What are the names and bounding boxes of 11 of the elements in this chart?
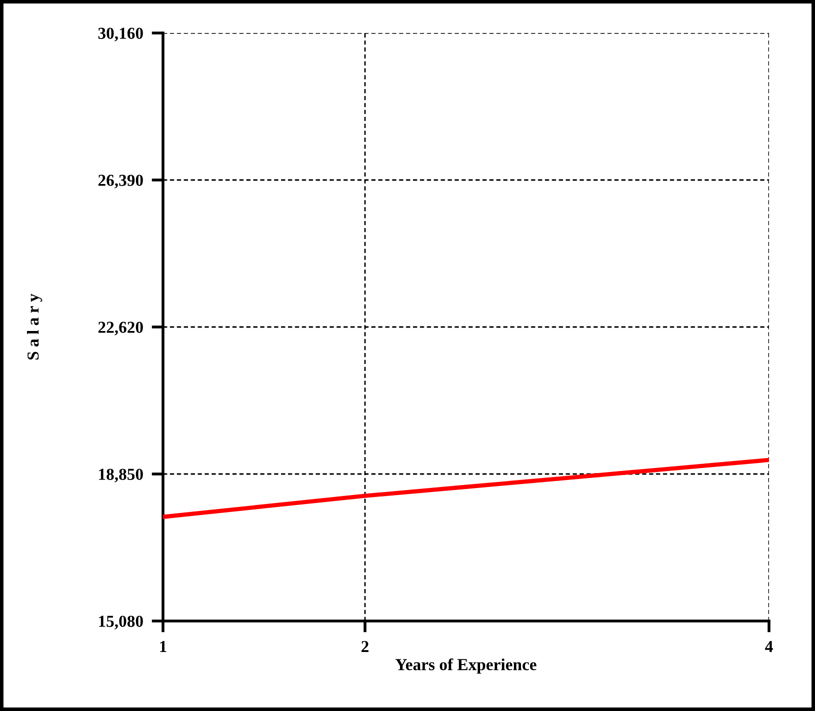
y-tick-label: 30,160 — [98, 28, 143, 42]
y-tick-label: 18,850 — [99, 468, 143, 482]
y-tick-label: 15,080 — [99, 616, 143, 630]
y-axis-title: S a l a r y — [27, 294, 42, 360]
x-tick-label: 2 — [362, 640, 368, 652]
y-tick-label: 22,620 — [98, 322, 143, 336]
x-tick-label: 1 — [160, 641, 166, 652]
line-series — [163, 458, 769, 519]
x-axis-title: Years of Experience — [395, 658, 536, 674]
y-tick-label: 26,390 — [98, 174, 143, 188]
x-tick-label: 4 — [765, 641, 773, 652]
